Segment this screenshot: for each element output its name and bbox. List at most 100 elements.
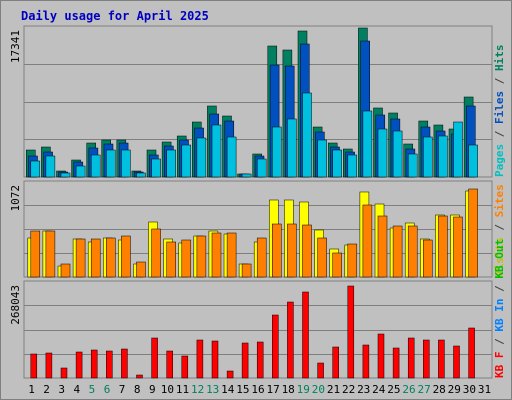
bar-middle-sites-day-21 [332, 252, 342, 278]
bar-bottom-kb-f-day-26 [407, 337, 415, 379]
bar-top-pages-day-8 [136, 172, 146, 178]
bar-top-pages-day-27 [423, 136, 433, 178]
bar-middle-sites-day-10 [166, 241, 176, 278]
bar-middle-sites-day-28 [438, 215, 448, 278]
bar-middle-sites-day-18 [287, 223, 297, 278]
x-tick-label-14: 14 [221, 383, 235, 396]
x-tick-label-21: 21 [327, 383, 340, 396]
x-tick-label-12: 12 [191, 383, 204, 396]
bar-bottom-kb-f-day-28 [438, 339, 445, 379]
bar-middle-sites-day-14 [226, 232, 237, 278]
x-tick-label-11: 11 [176, 383, 189, 396]
bar-bottom-kb-f-day-20 [317, 362, 324, 379]
x-tick-label-16: 16 [251, 383, 264, 396]
legend-bottom-2: KB In [493, 299, 506, 332]
bar-middle-sites-day-17 [272, 223, 282, 278]
bar-top-pages-day-5 [90, 154, 101, 178]
x-tick-label-9: 9 [149, 383, 156, 396]
legend-bottom-1: / [493, 332, 506, 352]
bar-bottom-kb-f-day-22 [347, 285, 355, 379]
legend-middle-1: / [493, 217, 506, 237]
legend-middle-2: Sites [493, 184, 506, 217]
bar-top-pages-day-26 [407, 153, 418, 178]
bar-bottom-kb-f-day-13 [211, 340, 219, 379]
bar-top-pages-day-20 [317, 139, 327, 178]
chart-title: Daily usage for April 2025 [21, 9, 209, 23]
bar-bottom-kb-f-day-25 [392, 347, 400, 379]
bar-middle-sites-day-19 [302, 224, 312, 278]
bar-middle-sites-day-1 [30, 230, 41, 278]
legend-top-0: Pages [493, 144, 506, 177]
bar-middle-sites-day-11 [181, 239, 192, 278]
bar-middle-sites-day-8 [136, 261, 146, 278]
x-tick-label-1: 1 [28, 383, 35, 396]
bar-top-pages-day-29 [453, 121, 463, 178]
bar-top-pages-day-1 [30, 160, 41, 178]
bar-bottom-kb-f-day-27 [423, 339, 430, 379]
x-tick-label-30: 30 [463, 383, 476, 396]
bar-top-pages-day-12 [196, 137, 207, 178]
x-tick-label-27: 27 [417, 383, 430, 396]
x-tick-label-28: 28 [433, 383, 446, 396]
bar-top-pages-day-19 [302, 92, 312, 178]
bar-middle-sites-day-16 [256, 237, 267, 278]
x-tick-label-24: 24 [372, 383, 386, 396]
bar-top-pages-day-7 [121, 149, 131, 178]
bar-middle-sites-day-23 [362, 204, 373, 278]
bar-top-pages-day-28 [438, 135, 448, 178]
bar-bottom-kb-f-day-21 [332, 346, 339, 379]
panel-bottom-max-label: 268043 [9, 285, 22, 325]
bar-bottom-kb-f-day-6 [106, 350, 113, 379]
bar-top-pages-day-22 [347, 154, 358, 178]
bar-middle-sites-day-6 [106, 237, 116, 278]
bar-bottom-kb-f-day-4 [75, 351, 83, 379]
x-tick-label-6: 6 [104, 383, 111, 396]
bar-bottom-kb-f-day-5 [90, 349, 98, 379]
panel-middle-max-label: 1072 [9, 185, 22, 212]
legend-top-3: / [493, 71, 506, 91]
bar-middle-sites-day-2 [45, 230, 56, 278]
x-tick-label-17: 17 [266, 383, 279, 396]
x-tick-label-15: 15 [236, 383, 249, 396]
bar-bottom-kb-f-day-24 [377, 333, 385, 379]
bar-middle-sites-day-30 [468, 188, 478, 278]
bar-middle-sites-day-12 [196, 235, 207, 278]
x-tick-label-2: 2 [43, 383, 50, 396]
bar-middle-sites-day-9 [151, 228, 161, 278]
bar-middle-sites-day-4 [75, 238, 86, 278]
legend-top-2: Files [493, 91, 506, 124]
bar-top-pages-day-14 [226, 136, 237, 178]
bar-top-pages-day-4 [75, 165, 86, 178]
bar-middle-sites-day-3 [60, 263, 71, 278]
x-tick-label-25: 25 [387, 383, 400, 396]
x-tick-label-4: 4 [73, 383, 80, 396]
bar-middle-sites-day-29 [453, 216, 463, 278]
bar-bottom-kb-f-day-3 [60, 367, 68, 379]
bar-bottom-kb-f-day-18 [287, 301, 294, 379]
x-tick-label-18: 18 [282, 383, 295, 396]
legend-top-1: / [493, 124, 506, 144]
bar-bottom-kb-f-day-9 [151, 337, 158, 379]
bar-top-pages-day-13 [211, 124, 222, 178]
legend-bottom-0: KB F [493, 352, 506, 379]
bar-top-pages-day-2 [45, 155, 56, 178]
bar-bottom-kb-f-day-1 [30, 353, 38, 379]
x-tick-label-20: 20 [312, 383, 325, 396]
bar-bottom-kb-f-day-15 [241, 342, 249, 379]
bar-bottom-kb-f-day-14 [226, 370, 234, 379]
bar-bottom-kb-f-day-7 [121, 348, 128, 379]
x-tick-label-29: 29 [448, 383, 461, 396]
bar-top-pages-day-9 [151, 158, 161, 178]
bar-top-pages-day-18 [287, 118, 297, 178]
x-tick-label-19: 19 [297, 383, 310, 396]
bar-top-pages-day-21 [332, 149, 342, 178]
bar-bottom-kb-f-day-12 [196, 339, 204, 379]
panel-bottom-legend: KB F / KB In / KB Out [493, 239, 506, 378]
legend-middle-0: Visits [493, 237, 506, 277]
panel-top-legend: Pages / Files / Hits [493, 45, 506, 178]
bar-top-pages-day-11 [181, 144, 192, 178]
bar-middle-sites-day-7 [121, 235, 131, 278]
bar-bottom-kb-f-day-19 [302, 291, 309, 379]
x-tick-label-5: 5 [89, 383, 96, 396]
